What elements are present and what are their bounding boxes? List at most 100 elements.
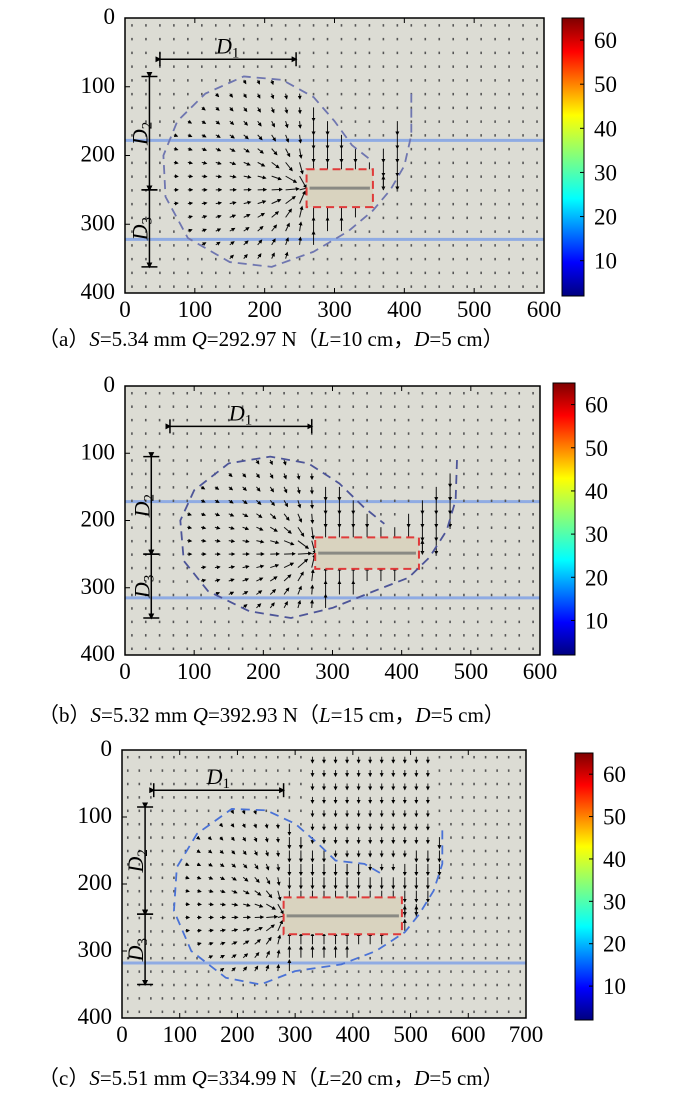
- velocity-dot: [466, 51, 468, 55]
- velocity-dot: [518, 539, 521, 543]
- velocity-dot: [173, 889, 175, 893]
- velocity-dot: [476, 553, 479, 556]
- velocity-arrow: [187, 133, 193, 138]
- velocity-dot: [484, 876, 487, 880]
- velocity-dot: [172, 513, 175, 516]
- velocity-arrow: [253, 836, 258, 843]
- velocity-dot: [265, 769, 268, 772]
- velocity-dot: [463, 459, 465, 462]
- velocity-dot: [201, 65, 203, 68]
- velocity-dot: [518, 513, 521, 516]
- velocity-dot: [438, 92, 441, 96]
- velocity-dot: [173, 769, 175, 772]
- velocity-dot: [435, 553, 438, 556]
- velocity-dot: [424, 285, 427, 288]
- velocity-dot: [410, 230, 413, 233]
- velocity-dot: [536, 92, 538, 96]
- velocity-dot: [382, 79, 385, 82]
- velocity-dot: [158, 566, 161, 570]
- velocity-dot: [463, 553, 465, 556]
- velocity-dot: [466, 79, 468, 82]
- velocity-dot: [536, 24, 538, 27]
- velocity-dot: [265, 1010, 268, 1014]
- velocity-dot: [228, 271, 231, 275]
- velocity-dot: [438, 244, 441, 247]
- velocity-dot: [310, 405, 313, 408]
- velocity-dot: [504, 539, 507, 543]
- velocity-dot: [242, 24, 245, 27]
- velocity-dot: [410, 285, 413, 288]
- velocity-arrow: [214, 525, 221, 530]
- velocity-dot: [186, 607, 189, 610]
- velocity-dot: [396, 216, 399, 220]
- velocity-dot: [150, 782, 152, 786]
- velocity-dot: [186, 647, 189, 651]
- velocity-dot: [145, 51, 147, 55]
- x-tick-label: 700: [509, 1022, 544, 1047]
- velocity-dot: [173, 849, 175, 853]
- velocity-dot: [366, 405, 368, 408]
- velocity-arrow: [269, 500, 275, 507]
- velocity-dot: [427, 1010, 429, 1014]
- velocity-dot: [438, 889, 441, 893]
- velocity-dot: [173, 983, 175, 987]
- velocity-dot: [522, 79, 524, 82]
- velocity-dot: [369, 956, 371, 960]
- velocity-dot: [380, 647, 382, 651]
- velocity-dot: [438, 120, 441, 123]
- velocity-dot: [158, 580, 161, 583]
- velocity-dot: [207, 1010, 210, 1014]
- velocity-dot: [518, 418, 521, 422]
- velocity-dot: [340, 92, 343, 96]
- velocity-dot: [449, 634, 451, 637]
- x-tick-label: 200: [246, 659, 281, 684]
- y-tick-label: 0: [101, 736, 113, 761]
- x-tick-label: 400: [336, 1022, 371, 1047]
- velocity-dot: [415, 970, 418, 973]
- velocity-arrow: [257, 212, 266, 218]
- velocity-arrow: [310, 584, 315, 595]
- velocity-dot: [463, 593, 465, 597]
- velocity-arrow: [277, 934, 282, 945]
- velocity-dot: [255, 445, 258, 449]
- velocity-dot: [256, 51, 259, 55]
- velocity-dot: [476, 513, 479, 516]
- velocity-dot: [407, 432, 410, 435]
- velocity-dot: [450, 903, 452, 906]
- velocity-dot: [338, 432, 341, 435]
- velocity-dot: [256, 37, 259, 41]
- velocity-dot: [214, 24, 217, 27]
- velocity-dot: [536, 37, 538, 41]
- velocity-dot: [312, 65, 315, 68]
- velocity-dot: [131, 405, 133, 408]
- velocity-arrow: [201, 147, 208, 152]
- velocity-dot: [338, 634, 341, 637]
- velocity-dot: [265, 983, 268, 987]
- velocity-dot: [518, 405, 521, 408]
- velocity-dot: [201, 285, 203, 288]
- velocity-dot: [214, 620, 216, 624]
- velocity-dot: [161, 983, 164, 987]
- velocity-dot: [522, 147, 524, 151]
- velocity-dot: [354, 65, 357, 68]
- velocity-dot: [407, 459, 410, 462]
- velocity-arrow: [283, 486, 288, 494]
- velocity-dot: [449, 620, 451, 624]
- velocity-arrow: [243, 134, 249, 140]
- velocity-dot: [393, 647, 396, 651]
- velocity-dot: [496, 769, 498, 772]
- velocity-dot: [312, 37, 315, 41]
- velocity-dot: [173, 822, 175, 826]
- velocity-dot: [207, 997, 210, 1000]
- velocity-dot: [435, 647, 438, 651]
- velocity-dot: [536, 51, 538, 55]
- velocity-dot: [219, 796, 221, 799]
- velocity-dot: [380, 499, 382, 503]
- velocity-dot: [338, 620, 341, 624]
- velocity-arrow: [271, 161, 280, 169]
- velocity-dot: [196, 970, 198, 973]
- velocity-dot: [504, 418, 507, 422]
- velocity-dot: [310, 634, 313, 637]
- velocity-arrow: [201, 106, 206, 111]
- velocity-dot: [449, 647, 451, 651]
